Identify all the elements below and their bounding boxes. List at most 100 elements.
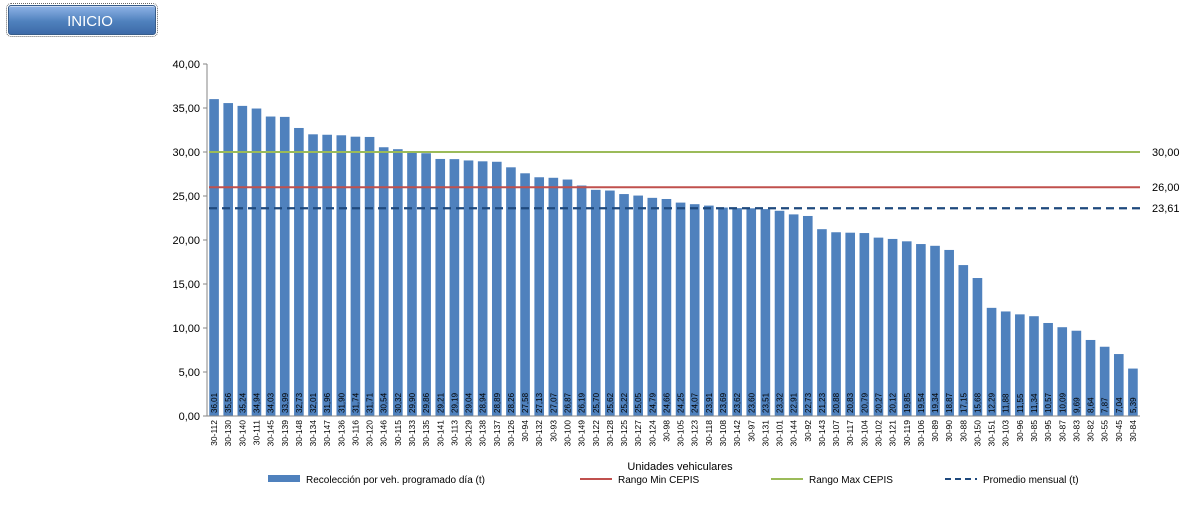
bar <box>1128 368 1138 416</box>
x-tick-label: 30-95 <box>1043 420 1053 442</box>
data-label: 7,04 <box>1115 397 1124 413</box>
x-tick-label: 30-122 <box>591 420 601 447</box>
data-label: 36,01 <box>210 392 219 413</box>
data-label: 24,79 <box>648 392 657 413</box>
data-label: 34,94 <box>252 392 261 413</box>
bar <box>605 190 615 416</box>
bar <box>633 195 643 416</box>
data-label: 29,04 <box>465 392 474 413</box>
x-tick-label: 30-130 <box>223 420 233 447</box>
y-tick-label: 20,00 <box>172 235 200 247</box>
bar <box>491 161 502 416</box>
bar <box>901 241 912 416</box>
bar <box>520 173 530 416</box>
data-label: 10,57 <box>1044 392 1053 413</box>
bar <box>1071 330 1082 416</box>
bar <box>1015 314 1025 416</box>
bar <box>930 245 940 416</box>
bar <box>689 204 700 416</box>
y-tick-label: 25,00 <box>172 191 200 203</box>
reference-line-label: 23,61 <box>1152 203 1180 215</box>
x-tick-label: 30-102 <box>873 420 883 447</box>
bar <box>364 136 375 416</box>
data-label: 20,83 <box>846 392 855 413</box>
bar <box>534 177 545 416</box>
data-label: 23,62 <box>733 392 742 413</box>
legend-item: Rango Min CEPIS <box>580 475 699 486</box>
bar <box>1029 316 1039 416</box>
x-tick-label: 30-146 <box>379 420 389 447</box>
data-label: 23,32 <box>776 392 785 413</box>
inicio-button[interactable]: INICIO <box>6 3 158 37</box>
x-tick-label: 30-94 <box>520 420 530 442</box>
bar <box>802 215 813 416</box>
bar-series: 36,01 35,56 35,24 34,94 34,03 33,99 32,73 32,01… <box>209 99 1138 417</box>
legend-item: Rango Max CEPIS <box>771 475 893 486</box>
bar <box>421 153 431 416</box>
legend-item: Recolección por veh. programado día (t) <box>268 475 485 486</box>
bar <box>562 179 573 416</box>
reference-line-label: 30,00 <box>1152 147 1180 159</box>
x-tick-label: 30-98 <box>661 420 671 442</box>
x-tick-label: 30-121 <box>888 420 898 447</box>
data-label: 23,51 <box>761 392 770 413</box>
legend-label: Recolección por veh. programado día (t) <box>306 475 485 486</box>
x-tick-label: 30-123 <box>690 420 700 447</box>
data-label: 25,62 <box>606 392 615 413</box>
bar <box>619 194 629 416</box>
reference-line-label: 26,00 <box>1152 182 1180 194</box>
bar <box>463 160 474 416</box>
bar <box>308 134 318 416</box>
bar <box>350 136 361 417</box>
data-label: 25,22 <box>620 392 629 413</box>
bar <box>873 237 884 416</box>
x-tick-label: 30-143 <box>817 420 827 447</box>
x-tick-label: 30-124 <box>647 420 657 447</box>
x-tick-label: 30-119 <box>902 420 912 446</box>
x-tick-label: 30-87 <box>1057 420 1067 442</box>
x-tick-label: 30-83 <box>1071 420 1081 442</box>
data-label: 22,73 <box>804 392 813 413</box>
bar <box>817 229 827 416</box>
legend-label: Rango Max CEPIS <box>809 475 893 486</box>
legend-label: Rango Min CEPIS <box>618 475 699 486</box>
x-tick-label: 30-89 <box>930 420 940 442</box>
bar <box>336 135 347 416</box>
data-label: 26,87 <box>563 392 572 413</box>
data-label: 27,13 <box>535 392 544 413</box>
x-tick-label: 30-82 <box>1086 420 1096 442</box>
data-label: 35,56 <box>224 392 233 413</box>
x-tick-label: 30-88 <box>958 420 968 442</box>
data-label: 11,55 <box>1016 393 1025 413</box>
data-label: 24,25 <box>677 392 686 413</box>
bar <box>223 103 234 417</box>
x-tick-label: 30-106 <box>916 420 926 447</box>
bar <box>845 232 856 416</box>
y-tick-label: 30,00 <box>172 147 200 159</box>
x-tick-label: 30-137 <box>492 420 502 447</box>
bar <box>746 208 757 416</box>
legend-swatch <box>268 475 300 482</box>
bar <box>1099 346 1110 416</box>
x-tick-label: 30-151 <box>987 420 997 447</box>
data-label: 20,79 <box>860 392 869 413</box>
data-label: 30,32 <box>394 392 403 413</box>
bar <box>477 161 488 416</box>
bar <box>887 238 898 416</box>
data-label: 19,54 <box>917 392 926 413</box>
data-label: 29,21 <box>436 392 445 413</box>
bar <box>237 105 248 416</box>
x-tick-label: 30-111 <box>251 420 261 445</box>
x-tick-label: 30-105 <box>676 420 686 447</box>
bar <box>1057 327 1068 416</box>
x-tick-label: 30-129 <box>464 420 474 447</box>
y-tick-label: 40,00 <box>172 59 200 71</box>
x-tick-label: 30-135 <box>421 420 431 447</box>
x-tick-label: 30-107 <box>831 420 841 447</box>
data-label: 31,74 <box>351 392 360 413</box>
x-tick-label: 30-112 <box>209 420 219 446</box>
data-label: 19,85 <box>903 392 912 413</box>
bar <box>407 152 417 416</box>
data-label: 28,26 <box>507 392 516 413</box>
bar <box>1113 354 1124 416</box>
